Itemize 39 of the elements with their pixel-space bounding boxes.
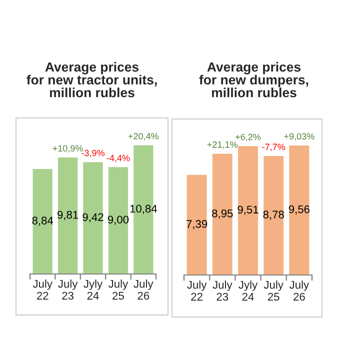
bar	[238, 146, 258, 275]
data-label: 10,84	[130, 204, 157, 214]
data-label: 9,81	[58, 210, 78, 220]
data-label: 8,95	[212, 209, 233, 219]
data-label: 9,42	[82, 213, 104, 222]
x-tick-label: July 23	[212, 280, 232, 301]
bar	[108, 167, 128, 274]
bar	[186, 174, 207, 275]
annotation: +10,9%	[52, 145, 83, 153]
x-tick-label: July 26	[134, 280, 154, 300]
data-label: 9,51	[238, 206, 258, 215]
chart-title: Average prices for new tractor units, million rubles	[26, 62, 157, 98]
annotation: +20,4%	[128, 132, 159, 140]
annotation: +9,03%	[284, 133, 314, 141]
annotation: +6,2%	[236, 134, 261, 142]
x-tick-label: July 22	[187, 280, 207, 301]
bar	[32, 169, 52, 274]
data-label: 8,84	[32, 216, 54, 226]
x-tick-label: July 25	[264, 280, 284, 301]
data-label: 8,78	[263, 210, 284, 220]
data-label: 7,39	[186, 220, 208, 230]
annotation: -4,4%	[106, 154, 130, 162]
data-label: 9,56	[288, 205, 310, 215]
annotation: -7,7%	[262, 144, 286, 152]
x-tick-label: July 26	[289, 280, 310, 301]
x-tick-label: July 23	[58, 280, 78, 300]
x-tick-label: Jyly 24	[84, 280, 103, 300]
x-tick-label: July 22	[32, 280, 52, 300]
bar	[289, 145, 310, 275]
data-label: 9,00	[108, 216, 129, 225]
bar	[264, 156, 284, 275]
bar	[83, 162, 103, 274]
annotation: +21,1%	[207, 141, 238, 149]
bar	[58, 158, 78, 274]
x-tick-label: Jyly 24	[238, 280, 258, 301]
annotation: -3,9%	[82, 150, 104, 158]
bar	[212, 154, 232, 275]
chart-title: Average prices for new dumpers, million rubles	[199, 62, 308, 98]
x-tick-label: July 25	[108, 280, 128, 300]
